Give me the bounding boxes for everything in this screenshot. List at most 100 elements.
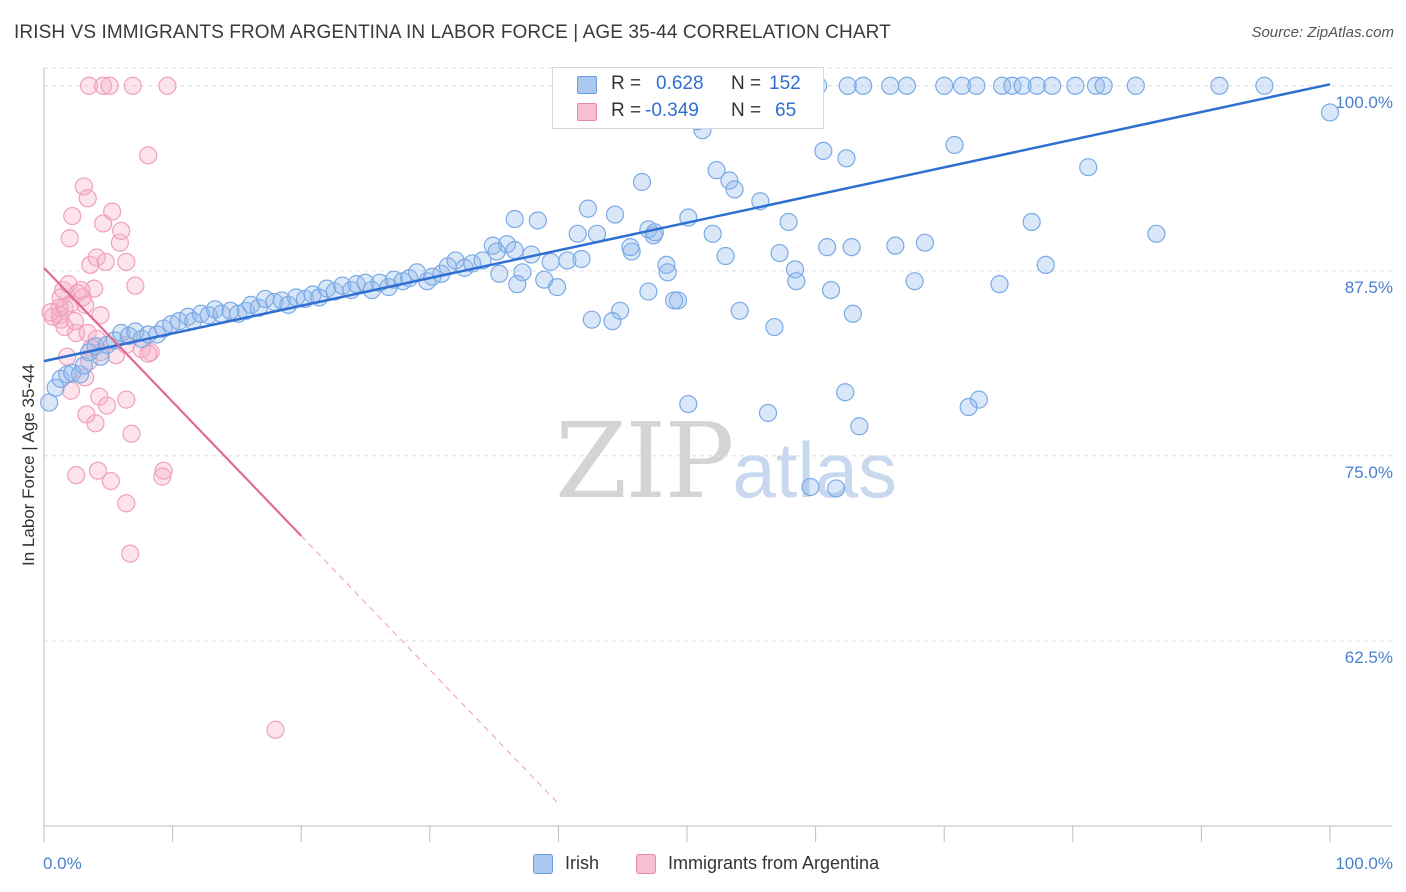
legend-label-irish: Irish — [565, 853, 600, 873]
data-point-irish — [801, 477, 820, 497]
data-point-irish — [505, 209, 524, 229]
data-point-irish — [191, 304, 210, 323]
data-point-irish — [74, 356, 93, 375]
watermark: ZIPatlas — [555, 400, 897, 522]
legend-r-value: 0.628 — [656, 73, 704, 94]
data-point-argentina — [50, 298, 69, 317]
data-point-irish — [886, 236, 905, 255]
data-point-irish — [720, 171, 739, 190]
data-point-irish — [842, 238, 861, 257]
data-point-irish — [953, 76, 972, 95]
data-point-irish — [1147, 224, 1166, 243]
legend-r-label: R = — [611, 100, 642, 121]
data-point-irish — [70, 365, 90, 384]
data-point-irish — [959, 397, 978, 417]
data-point-irish — [679, 394, 698, 414]
data-point-irish — [935, 76, 954, 95]
data-point-argentina — [74, 177, 93, 196]
data-point-irish — [513, 263, 532, 282]
data-point-irish — [836, 383, 855, 402]
y-tick-label: 100.0% — [1335, 93, 1393, 112]
y-tick-label: 62.5% — [1345, 648, 1393, 667]
data-point-argentina — [266, 720, 285, 739]
data-point-argentina — [117, 252, 136, 272]
series-legend: Irish Immigrants from Argentina — [0, 852, 1406, 878]
x-tick-labels: 0.0% 100.0% — [43, 854, 1393, 873]
data-point-argentina — [76, 295, 95, 314]
data-point-irish — [657, 255, 676, 275]
correlation-legend: R = 0.628 N = 152 R = -0.349 N = 65 — [552, 67, 824, 129]
data-point-irish — [843, 304, 862, 323]
data-point-irish — [1086, 76, 1106, 95]
data-point-irish — [837, 149, 856, 168]
data-point-irish — [605, 205, 625, 224]
data-point-argentina — [100, 76, 119, 95]
data-point-argentina — [97, 396, 117, 415]
legend-swatch-irish — [533, 854, 553, 874]
data-point-irish — [770, 243, 789, 263]
data-point-irish — [333, 276, 352, 295]
axes — [43, 68, 1392, 842]
data-point-irish — [632, 172, 652, 192]
data-point-irish — [528, 211, 547, 230]
data-point-argentina — [123, 76, 142, 95]
data-point-irish — [568, 224, 587, 243]
data-point-irish — [707, 161, 726, 180]
data-point-irish — [1320, 103, 1340, 122]
data-point-irish — [1022, 212, 1041, 232]
data-point-irish — [945, 135, 964, 155]
data-point-irish — [881, 76, 900, 95]
data-point-argentina — [86, 414, 105, 433]
data-point-irish — [490, 264, 509, 283]
legend-row-argentina: R = -0.349 N = 65 — [553, 99, 823, 127]
data-point-argentina — [63, 206, 82, 226]
trend-line-argentina — [43, 267, 302, 537]
data-point-irish — [558, 251, 577, 270]
data-point-irish — [716, 246, 735, 266]
legend-swatch-argentina — [577, 103, 597, 121]
data-point-argentina — [73, 288, 92, 307]
legend-n-value: 65 — [775, 100, 797, 121]
trend-lines — [43, 83, 1331, 805]
legend-r-label: R = — [611, 73, 642, 94]
data-point-irish — [487, 242, 506, 261]
data-point-argentina — [55, 317, 74, 337]
data-point-irish — [787, 272, 806, 291]
data-point-argentina — [94, 214, 113, 233]
data-point-argentina — [81, 255, 100, 275]
data-point-argentina — [72, 280, 91, 300]
y-tick-label: 75.0% — [1345, 463, 1393, 482]
data-point-argentina — [101, 471, 120, 491]
data-point-irish — [169, 312, 189, 331]
data-point-irish — [548, 278, 567, 297]
gridlines — [44, 67, 1392, 642]
data-point-irish — [915, 233, 935, 252]
data-point-argentina — [117, 494, 136, 513]
data-point-irish — [578, 199, 598, 218]
data-point-argentina — [67, 466, 86, 485]
data-point-argentina — [41, 303, 60, 322]
trend-line-argentina-extension — [300, 535, 559, 805]
data-point-irish — [508, 275, 527, 294]
data-point-irish — [1126, 76, 1145, 95]
series-argentina-points — [41, 76, 285, 739]
data-point-argentina — [121, 544, 140, 563]
y-tick-labels: 62.5% 75.0% 87.5% 100.0% — [1335, 93, 1393, 667]
data-point-irish — [703, 224, 722, 243]
data-point-irish — [990, 275, 1009, 294]
data-point-irish — [603, 312, 622, 331]
data-point-irish — [814, 141, 833, 161]
chart-title: IRISH VS IMMIGRANTS FROM ARGENTINA IN LA… — [14, 22, 891, 43]
data-point-irish — [572, 249, 591, 269]
legend-row-irish: R = 0.628 N = 152 — [553, 72, 823, 100]
data-point-argentina — [88, 461, 108, 480]
data-point-argentina — [54, 280, 73, 300]
data-point-argentina — [154, 461, 173, 480]
data-point-irish — [838, 76, 857, 95]
data-point-argentina — [122, 424, 141, 443]
source-credit: Source: ZipAtlas.com — [1251, 24, 1394, 41]
data-point-irish — [1255, 76, 1274, 95]
data-point-irish — [505, 240, 524, 260]
data-point-irish — [850, 417, 869, 436]
